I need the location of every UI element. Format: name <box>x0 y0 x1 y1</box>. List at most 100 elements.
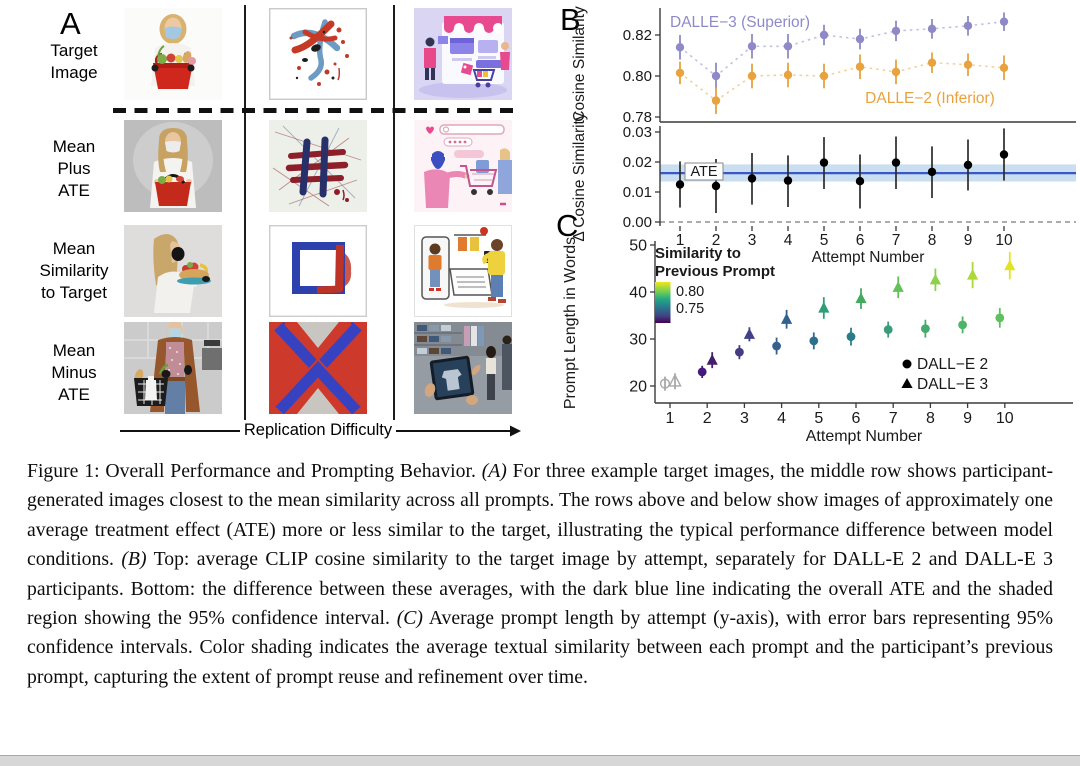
data-point <box>747 42 757 51</box>
triangle-marker-icon <box>901 378 913 388</box>
mean-plus-shopping-cart-illustration <box>414 120 512 212</box>
data-point <box>929 273 941 285</box>
caption-text: Average prompt length by attempt (y-axis… <box>27 607 1053 688</box>
cosine-similarity-charts: 0.78 0.80 0.82 Cosine Similarity DALLE−3 (Su… <box>571 6 1076 266</box>
series-label: DALLE−2 (Inferior) <box>865 90 995 107</box>
svg-text:1: 1 <box>676 232 685 249</box>
data-point <box>891 158 901 167</box>
caption-panel-ref: (C) <box>396 607 423 630</box>
data-point <box>891 67 901 77</box>
data-point <box>921 324 930 334</box>
svg-text:1: 1 <box>666 410 675 427</box>
svg-text:0.03: 0.03 <box>623 124 652 141</box>
data-point <box>999 17 1009 26</box>
data-point <box>711 181 721 191</box>
target-photo-woman-groceries <box>124 8 222 100</box>
data-point <box>846 332 856 342</box>
mean-minus-photo-coat-basket <box>124 322 222 414</box>
data-point <box>668 373 682 387</box>
svg-text:2: 2 <box>712 232 721 249</box>
data-point <box>675 180 685 189</box>
data-point <box>958 320 967 330</box>
svg-text:Δ Cosine Similarity: Δ Cosine Similarity <box>571 112 588 241</box>
series-dalle3 <box>675 12 1009 90</box>
svg-text:8: 8 <box>926 410 935 427</box>
svg-text:2: 2 <box>703 410 712 427</box>
svg-text:7: 7 <box>892 232 901 249</box>
data-point <box>892 281 904 292</box>
column-divider-2 <box>393 5 395 420</box>
svg-text:0.01: 0.01 <box>623 184 652 201</box>
data-point <box>855 292 867 304</box>
data-point <box>706 353 718 365</box>
replication-difficulty-axis <box>120 425 521 437</box>
svg-text:4: 4 <box>777 410 786 427</box>
data-point <box>783 42 793 51</box>
panel-b-label: B <box>560 2 581 37</box>
svg-text:3: 3 <box>740 410 749 427</box>
data-point <box>967 268 979 280</box>
data-point <box>963 160 973 170</box>
data-point <box>659 378 671 389</box>
prompt-length-axes: 20 30 40 50 Prompt Length in Words 1 2 3 4 5 6 7 8 9 1… <box>562 237 1073 445</box>
svg-text:40: 40 <box>629 285 647 302</box>
mean-abstract-frame-painting <box>269 225 367 317</box>
target-abstract-painting <box>269 8 367 100</box>
data-point <box>809 336 819 346</box>
mean-plus-abstract-hash-painting <box>269 120 367 212</box>
target-ecommerce-illustration <box>414 8 512 100</box>
replication-difficulty-label: Replication Difficulty <box>243 421 393 439</box>
caption-text: Figure 1: Overall Performance and Prompt… <box>27 460 482 482</box>
data-point <box>999 150 1009 159</box>
svg-text:Prompt Length in Words: Prompt Length in Words <box>562 237 579 409</box>
svg-text:50: 50 <box>629 238 647 255</box>
mean-kiosk-cartoon <box>414 225 512 317</box>
data-point <box>743 328 755 339</box>
svg-text:0.02: 0.02 <box>623 154 652 171</box>
figure-caption: Figure 1: Overall Performance and Prompt… <box>27 457 1053 692</box>
model-shape-legend: DALL−E 2 DALL−E 3 <box>901 356 988 393</box>
data-point <box>675 43 685 52</box>
svg-text:Similarity to: Similarity to <box>655 245 741 262</box>
ate-label-box <box>684 162 724 181</box>
svg-text:9: 9 <box>964 232 973 249</box>
svg-text:6: 6 <box>852 410 861 427</box>
data-point <box>855 177 865 186</box>
row-label-mean-minus-ate: Mean Minus ATE <box>51 341 97 404</box>
data-point <box>855 62 865 71</box>
data-point <box>819 71 829 81</box>
svg-text:0.75: 0.75 <box>676 301 704 317</box>
caption-text: Top: average CLIP cosine similarity to t… <box>27 548 1053 630</box>
caption-text: For three example target images, the mid… <box>27 460 1053 571</box>
svg-text:9: 9 <box>963 410 972 427</box>
svg-text:DALL−E 2: DALL−E 2 <box>917 356 988 373</box>
data-point <box>883 325 893 334</box>
data-point <box>819 158 829 167</box>
data-point <box>963 60 973 69</box>
row-label-mean-plus-ate: Mean Plus ATE <box>52 137 96 200</box>
svg-text:10: 10 <box>995 232 1013 249</box>
series-dall-e-2 <box>659 307 1005 391</box>
data-point <box>747 71 757 81</box>
caption-panel-ref: (A) <box>481 460 507 482</box>
svg-text:10: 10 <box>996 410 1014 427</box>
colorbar-gradient <box>655 282 671 323</box>
data-point <box>772 341 781 351</box>
svg-text:6: 6 <box>856 232 865 249</box>
svg-text:7: 7 <box>889 410 898 427</box>
data-point <box>927 58 937 67</box>
column-divider-1 <box>244 5 246 420</box>
series-label: DALLE−3 (Superior) <box>670 14 810 31</box>
svg-text:3: 3 <box>748 232 757 249</box>
page-bottom-edge <box>0 755 1080 766</box>
data-point <box>963 21 973 30</box>
svg-text:5: 5 <box>820 232 829 249</box>
target-row-dashed-divider <box>113 108 517 113</box>
data-point <box>783 176 793 185</box>
data-point <box>995 313 1005 323</box>
svg-text:30: 30 <box>629 332 647 349</box>
svg-text:Previous Prompt: Previous Prompt <box>655 263 775 280</box>
svg-text:20: 20 <box>629 379 647 396</box>
